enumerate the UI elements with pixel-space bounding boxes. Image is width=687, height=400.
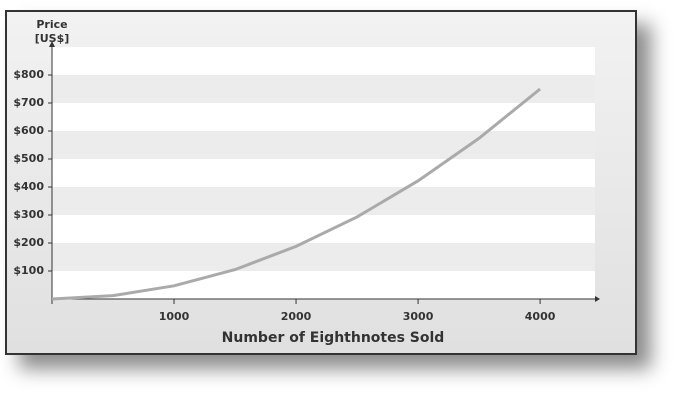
y-tick-label: $700 [13,96,44,109]
y-tick-label: $500 [13,152,44,165]
grid-band [52,187,595,215]
x-tick-label: 1000 [159,310,190,323]
y-tick-label: $300 [13,208,44,221]
y-axis-title: Price [36,18,67,31]
y-axis-title: [US$] [35,32,70,45]
y-tick-label: $200 [13,236,44,249]
x-axis-arrow [595,296,600,302]
y-axis-arrow [49,41,55,47]
y-tick-label: $100 [13,264,44,277]
y-tick-label: $400 [13,180,44,193]
grid-band [52,75,595,103]
x-tick-label: 4000 [525,310,556,323]
x-tick-label: 3000 [403,310,434,323]
y-tick-label: $600 [13,124,44,137]
y-tick-label: $800 [13,68,44,81]
x-tick-label: 2000 [281,310,312,323]
x-axis-title: Number of Eighthnotes Sold [222,330,445,346]
grid-band [52,243,595,271]
price-line [51,87,542,301]
grid-band [52,131,595,159]
